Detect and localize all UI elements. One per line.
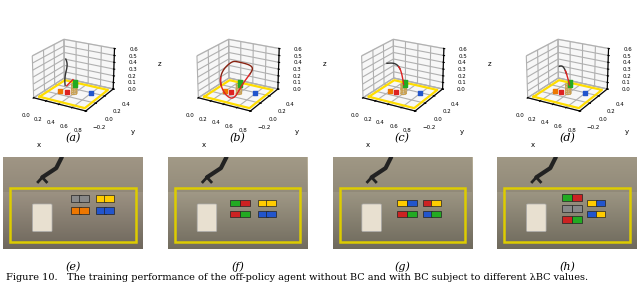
FancyBboxPatch shape (362, 204, 381, 231)
FancyBboxPatch shape (527, 204, 546, 231)
X-axis label: x: x (202, 142, 205, 148)
FancyBboxPatch shape (431, 211, 441, 217)
Text: (b): (b) (230, 133, 246, 143)
FancyBboxPatch shape (197, 204, 217, 231)
FancyBboxPatch shape (104, 207, 114, 214)
FancyBboxPatch shape (562, 216, 572, 223)
FancyBboxPatch shape (240, 200, 250, 206)
FancyBboxPatch shape (422, 200, 433, 206)
FancyBboxPatch shape (96, 195, 106, 202)
Y-axis label: y: y (295, 129, 300, 135)
FancyBboxPatch shape (397, 200, 407, 206)
FancyBboxPatch shape (79, 207, 89, 214)
Text: (a): (a) (65, 133, 81, 143)
FancyBboxPatch shape (96, 207, 106, 214)
Bar (3, 157, 143, 192)
FancyBboxPatch shape (587, 200, 597, 206)
FancyBboxPatch shape (230, 211, 240, 217)
FancyBboxPatch shape (71, 207, 81, 214)
FancyBboxPatch shape (572, 205, 582, 212)
FancyBboxPatch shape (79, 195, 89, 202)
FancyBboxPatch shape (562, 205, 572, 212)
Bar (504, 188, 630, 242)
FancyBboxPatch shape (596, 200, 605, 206)
FancyBboxPatch shape (431, 200, 441, 206)
Text: (d): (d) (559, 133, 575, 143)
Text: Figure 10.   The training performance of the off-policy agent without BC and wit: Figure 10. The training performance of t… (6, 273, 589, 282)
FancyBboxPatch shape (71, 195, 81, 202)
FancyBboxPatch shape (562, 194, 572, 201)
FancyBboxPatch shape (230, 200, 240, 206)
FancyBboxPatch shape (240, 211, 250, 217)
FancyBboxPatch shape (258, 211, 268, 217)
FancyBboxPatch shape (407, 200, 417, 206)
FancyBboxPatch shape (407, 211, 417, 217)
X-axis label: x: x (531, 142, 535, 148)
FancyBboxPatch shape (397, 211, 407, 217)
FancyBboxPatch shape (104, 195, 114, 202)
Text: (c): (c) (395, 133, 410, 143)
Bar (340, 188, 465, 242)
FancyBboxPatch shape (572, 216, 582, 223)
X-axis label: x: x (37, 142, 41, 148)
FancyBboxPatch shape (587, 211, 597, 217)
FancyBboxPatch shape (596, 211, 605, 217)
Text: (e): (e) (65, 262, 81, 272)
Text: (h): (h) (559, 262, 575, 272)
Bar (333, 157, 472, 192)
FancyBboxPatch shape (572, 194, 582, 201)
X-axis label: x: x (366, 142, 371, 148)
Bar (10, 188, 136, 242)
Y-axis label: y: y (625, 129, 628, 135)
Y-axis label: y: y (131, 129, 134, 135)
FancyBboxPatch shape (33, 204, 52, 231)
FancyBboxPatch shape (422, 211, 433, 217)
Y-axis label: y: y (460, 129, 464, 135)
Bar (497, 157, 637, 192)
Text: (g): (g) (394, 262, 410, 272)
FancyBboxPatch shape (266, 211, 276, 217)
Text: (f): (f) (231, 262, 244, 272)
Bar (175, 188, 300, 242)
Bar (168, 157, 307, 192)
FancyBboxPatch shape (258, 200, 268, 206)
FancyBboxPatch shape (266, 200, 276, 206)
